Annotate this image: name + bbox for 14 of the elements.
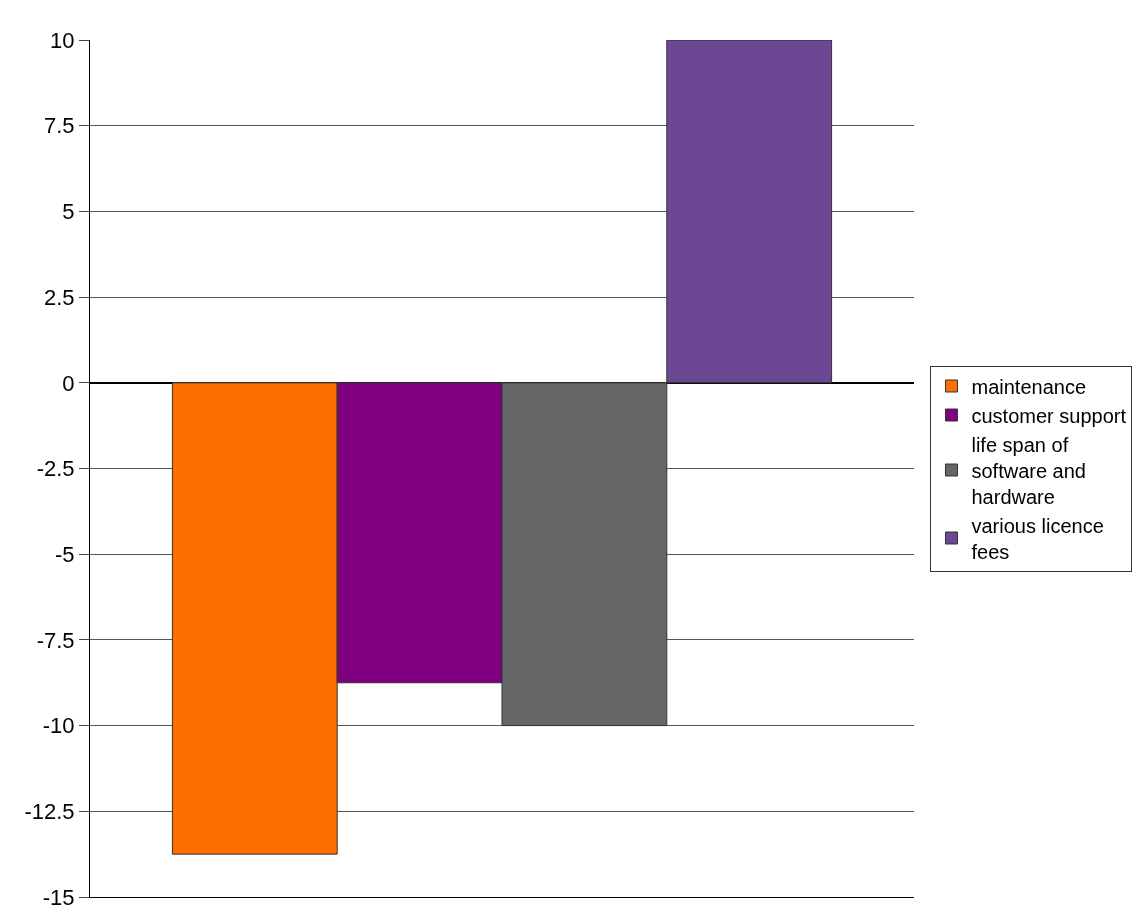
legend-label: customer support (971, 404, 1127, 427)
y-tick-label: -5 (55, 541, 75, 567)
y-tick-label: 5 (62, 199, 75, 225)
y-tick-label: -15 (42, 884, 75, 910)
legend-label: maintenance (971, 375, 1087, 398)
y-tick-label: -10 (42, 713, 75, 739)
y-tick-label: 0 (62, 370, 75, 396)
legend-label: various licence fees (971, 514, 1104, 563)
y-tick-label: -12.5 (24, 799, 75, 824)
y-tick-label: 10 (50, 27, 75, 53)
y-tick-label: -7.5 (36, 627, 75, 653)
y-tick-label: -2.5 (36, 456, 75, 482)
y-tick-label: 2.5 (44, 284, 75, 310)
y-tick-label: 7.5 (44, 113, 75, 139)
